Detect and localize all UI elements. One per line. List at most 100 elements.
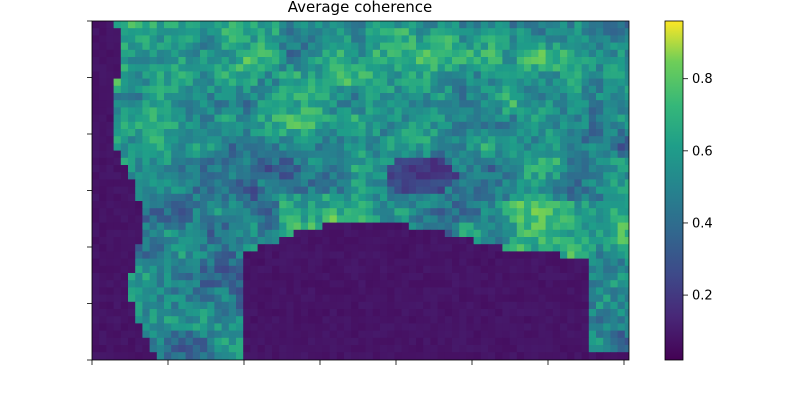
heatmap-cell <box>488 85 496 94</box>
heatmap-cell <box>596 114 604 123</box>
heatmap-cell <box>192 21 201 29</box>
heatmap-cell <box>250 57 258 65</box>
heatmap-cell <box>192 301 201 310</box>
heatmap-cell <box>106 121 114 130</box>
heatmap-cell <box>293 229 302 238</box>
heatmap-cell <box>120 352 129 360</box>
heatmap-cell <box>192 28 201 36</box>
heatmap-cell <box>588 237 597 245</box>
heatmap-cell <box>545 280 554 288</box>
heatmap-cell <box>581 129 590 137</box>
heatmap-cell <box>113 208 122 216</box>
heatmap-cell <box>358 208 366 216</box>
heatmap-cell <box>524 193 532 202</box>
heatmap-cell <box>502 165 510 173</box>
heatmap-cell <box>293 215 302 223</box>
heatmap-cell <box>394 165 402 173</box>
heatmap-cell <box>358 309 366 317</box>
heatmap-cell <box>567 208 575 216</box>
heatmap-cell <box>293 157 302 166</box>
heatmap-cell <box>459 165 467 173</box>
heatmap-cell <box>488 42 496 51</box>
heatmap-cell <box>365 57 374 65</box>
heatmap-cell <box>380 186 388 195</box>
heatmap-cell <box>279 287 287 295</box>
heatmap-cell <box>178 136 186 144</box>
heatmap-cell <box>596 316 604 324</box>
heatmap-cell <box>264 100 273 108</box>
heatmap-cell <box>92 280 100 288</box>
heatmap-cell <box>552 107 561 115</box>
heatmap-cell <box>207 49 215 58</box>
heatmap-cell <box>99 121 107 130</box>
heatmap-cell <box>538 85 546 94</box>
heatmap-cell <box>164 121 172 130</box>
heatmap-cell <box>322 294 330 303</box>
heatmap-cell <box>574 136 582 144</box>
heatmap-cell <box>401 57 410 65</box>
heatmap-cell <box>387 208 395 216</box>
heatmap-cell <box>473 57 482 65</box>
heatmap-cell <box>545 78 554 87</box>
heatmap-cell <box>560 78 568 87</box>
heatmap-cell <box>99 287 107 295</box>
heatmap-cell <box>509 251 518 259</box>
heatmap-cell <box>452 172 460 180</box>
heatmap-cell <box>264 265 273 274</box>
heatmap-cell <box>200 121 208 130</box>
heatmap-cell <box>322 244 330 252</box>
heatmap-cell <box>488 21 496 29</box>
heatmap-cell <box>560 201 568 209</box>
heatmap-cell <box>387 251 395 259</box>
heatmap-cell <box>106 107 114 115</box>
heatmap-cell <box>408 143 417 151</box>
heatmap-cell <box>394 71 402 79</box>
heatmap-cell <box>588 49 597 58</box>
heatmap-cell <box>286 359 294 360</box>
heatmap-cell <box>178 215 186 223</box>
heatmap-cell <box>149 71 158 79</box>
heatmap-cell <box>279 309 287 317</box>
heatmap-cell <box>236 323 244 331</box>
heatmap-cell <box>257 186 266 195</box>
heatmap-cell <box>236 229 244 238</box>
heatmap-cell <box>351 301 359 310</box>
heatmap-cell <box>185 100 194 108</box>
heatmap-cell <box>502 64 510 72</box>
heatmap-cell <box>286 265 294 274</box>
heatmap-cell <box>149 107 158 115</box>
heatmap-cell <box>416 64 424 72</box>
heatmap-cell <box>351 280 359 288</box>
heatmap-cell <box>228 179 237 187</box>
heatmap-cell <box>257 273 266 281</box>
heatmap-cell <box>416 21 424 29</box>
heatmap-cell <box>596 237 604 245</box>
heatmap-cell <box>567 71 575 79</box>
heatmap-cell <box>459 222 467 231</box>
heatmap-cell <box>207 330 215 339</box>
heatmap-cell <box>430 280 438 288</box>
heatmap-cell <box>358 222 366 231</box>
heatmap-cell <box>596 21 604 29</box>
heatmap-cell <box>617 201 626 209</box>
heatmap-cell <box>430 136 438 144</box>
heatmap-cell <box>264 71 273 79</box>
heatmap-cell <box>581 78 590 87</box>
heatmap-cell <box>459 121 467 130</box>
heatmap-cell <box>531 93 539 101</box>
heatmap-cell <box>99 172 107 180</box>
heatmap-cell <box>156 49 165 58</box>
heatmap-cell <box>509 129 518 137</box>
heatmap-cell <box>358 237 366 245</box>
heatmap-cell <box>149 64 158 72</box>
heatmap-cell <box>236 237 244 245</box>
heatmap-cell <box>603 244 611 252</box>
heatmap-cell <box>588 330 597 339</box>
heatmap-cell <box>531 42 539 51</box>
heatmap-cell <box>106 100 114 108</box>
heatmap-cell <box>279 316 287 324</box>
heatmap-cell <box>113 85 122 94</box>
heatmap-cell <box>214 35 222 43</box>
heatmap-cell <box>243 85 251 94</box>
heatmap-cell <box>401 85 410 94</box>
